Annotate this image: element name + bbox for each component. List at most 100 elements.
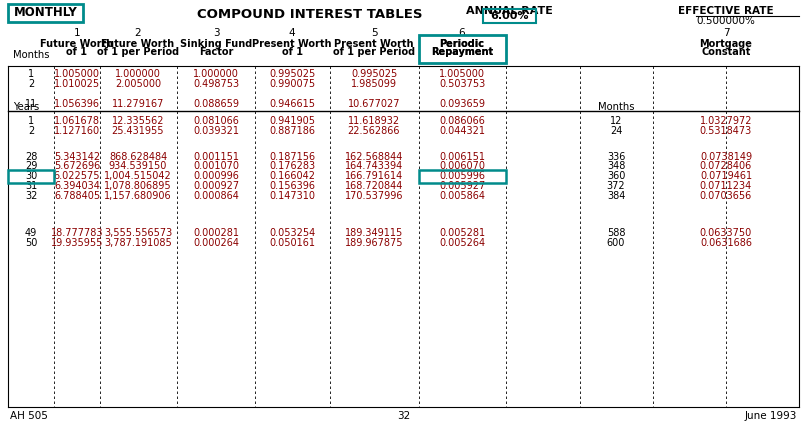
Text: 5.343142: 5.343142 xyxy=(54,152,100,162)
Text: 1: 1 xyxy=(28,116,34,126)
Text: 6.00%: 6.00% xyxy=(490,11,529,21)
Text: June 1993: June 1993 xyxy=(745,411,797,421)
Text: 0.005927: 0.005927 xyxy=(439,181,485,191)
Text: 12: 12 xyxy=(610,116,622,126)
Text: Months: Months xyxy=(13,50,49,60)
Text: 360: 360 xyxy=(607,171,625,181)
Text: 4: 4 xyxy=(289,28,295,38)
Text: 1,157.680906: 1,157.680906 xyxy=(104,191,172,201)
Text: 588: 588 xyxy=(607,228,625,238)
Text: 1.010025: 1.010025 xyxy=(54,79,100,89)
Text: Present Worth: Present Worth xyxy=(253,39,332,49)
Text: 1.005000: 1.005000 xyxy=(439,69,485,79)
Text: 1.985099: 1.985099 xyxy=(351,79,397,89)
Text: 0.0728406: 0.0728406 xyxy=(700,161,752,171)
Text: AH 505: AH 505 xyxy=(10,411,48,421)
Text: 11: 11 xyxy=(25,99,37,109)
Text: 1.061678: 1.061678 xyxy=(54,116,100,126)
Text: 0.0631686: 0.0631686 xyxy=(700,238,752,248)
Text: 0.0719461: 0.0719461 xyxy=(700,171,752,181)
Text: 2: 2 xyxy=(28,126,34,136)
Text: 162.568844: 162.568844 xyxy=(345,152,404,162)
Text: 0.147310: 0.147310 xyxy=(269,191,315,201)
Text: 5.672696: 5.672696 xyxy=(54,161,100,171)
Text: 0.000264: 0.000264 xyxy=(193,238,239,248)
Text: 0.503753: 0.503753 xyxy=(439,79,485,89)
Text: Periodic: Periodic xyxy=(440,39,484,49)
Text: 600: 600 xyxy=(607,238,625,248)
Text: Mortgage: Mortgage xyxy=(700,39,752,49)
Text: of 1: of 1 xyxy=(66,47,87,57)
Text: 168.720844: 168.720844 xyxy=(345,181,404,191)
Text: ANNUAL RATE: ANNUAL RATE xyxy=(466,6,553,16)
Text: 1: 1 xyxy=(28,69,34,79)
Text: 0.086066: 0.086066 xyxy=(439,116,485,126)
Text: 0.941905: 0.941905 xyxy=(269,116,315,126)
Text: 25.431955: 25.431955 xyxy=(111,126,165,136)
Text: 0.5318473: 0.5318473 xyxy=(700,126,752,136)
Text: 0.0738149: 0.0738149 xyxy=(700,152,752,162)
Text: 0.500000%: 0.500000% xyxy=(696,16,755,26)
Text: 189.349115: 189.349115 xyxy=(345,228,404,238)
Text: Future Worth: Future Worth xyxy=(40,39,114,49)
Text: 0.005264: 0.005264 xyxy=(439,238,485,248)
Text: 1: 1 xyxy=(73,28,81,38)
Text: 0.0633750: 0.0633750 xyxy=(700,228,752,238)
Text: 0.050161: 0.050161 xyxy=(269,238,315,248)
Text: Months: Months xyxy=(598,102,634,112)
Bar xyxy=(483,9,536,23)
Text: 19.935955: 19.935955 xyxy=(51,238,103,248)
Text: 0.081066: 0.081066 xyxy=(193,116,239,126)
Text: 1.000000: 1.000000 xyxy=(193,69,239,79)
Text: 0.006151: 0.006151 xyxy=(439,152,485,162)
Text: 11.279167: 11.279167 xyxy=(112,99,164,109)
Text: 11.618932: 11.618932 xyxy=(348,116,400,126)
Text: 0.039321: 0.039321 xyxy=(193,126,239,136)
Text: 7: 7 xyxy=(723,28,730,38)
Text: of 1 per Period: of 1 per Period xyxy=(97,47,179,57)
Text: 0.093659: 0.093659 xyxy=(439,99,485,109)
Bar xyxy=(8,169,54,182)
Text: 18.777783: 18.777783 xyxy=(51,228,103,238)
Text: 10.677027: 10.677027 xyxy=(348,99,400,109)
Text: Periodic: Periodic xyxy=(440,39,484,49)
Text: 1,004.515042: 1,004.515042 xyxy=(104,171,172,181)
Text: 5: 5 xyxy=(370,28,378,38)
Text: MONTHLY: MONTHLY xyxy=(14,6,77,19)
Text: 12.335562: 12.335562 xyxy=(111,116,165,126)
Text: 29: 29 xyxy=(25,161,37,171)
Text: 0.053254: 0.053254 xyxy=(269,228,315,238)
Text: Repayment: Repayment xyxy=(431,47,493,57)
Text: 384: 384 xyxy=(607,191,625,201)
Text: Future Worth: Future Worth xyxy=(102,39,174,49)
Text: 0.000927: 0.000927 xyxy=(193,181,239,191)
Text: 0.176283: 0.176283 xyxy=(269,161,315,171)
Text: 0.887186: 0.887186 xyxy=(269,126,315,136)
Text: 6: 6 xyxy=(458,28,466,38)
Text: of 1: of 1 xyxy=(282,47,303,57)
Text: 170.537996: 170.537996 xyxy=(345,191,404,201)
Text: 0.005996: 0.005996 xyxy=(439,171,485,181)
Text: 0.187156: 0.187156 xyxy=(269,152,315,162)
Text: 0.000996: 0.000996 xyxy=(193,171,239,181)
Text: Repayment: Repayment xyxy=(431,47,493,57)
Bar xyxy=(419,169,506,182)
Text: 6.788405: 6.788405 xyxy=(54,191,100,201)
Text: 28: 28 xyxy=(25,152,37,162)
Text: 32: 32 xyxy=(25,191,37,201)
Text: 2.005000: 2.005000 xyxy=(115,79,161,89)
Text: Sinking Fund: Sinking Fund xyxy=(180,39,252,49)
Text: 934.539150: 934.539150 xyxy=(109,161,167,171)
Text: Present Worth: Present Worth xyxy=(334,39,414,49)
Text: 24: 24 xyxy=(610,126,622,136)
Text: 189.967875: 189.967875 xyxy=(345,238,404,248)
Text: 0.0711234: 0.0711234 xyxy=(700,181,752,191)
Text: COMPOUND INTEREST TABLES: COMPOUND INTEREST TABLES xyxy=(197,7,423,21)
Text: 372: 372 xyxy=(607,181,625,191)
Text: of 1 per Period: of 1 per Period xyxy=(333,47,415,57)
Text: 0.005864: 0.005864 xyxy=(439,191,485,201)
Text: 0.001151: 0.001151 xyxy=(193,152,239,162)
Text: 0.498753: 0.498753 xyxy=(193,79,239,89)
Text: 3,555.556573: 3,555.556573 xyxy=(104,228,172,238)
Text: 2: 2 xyxy=(28,79,34,89)
